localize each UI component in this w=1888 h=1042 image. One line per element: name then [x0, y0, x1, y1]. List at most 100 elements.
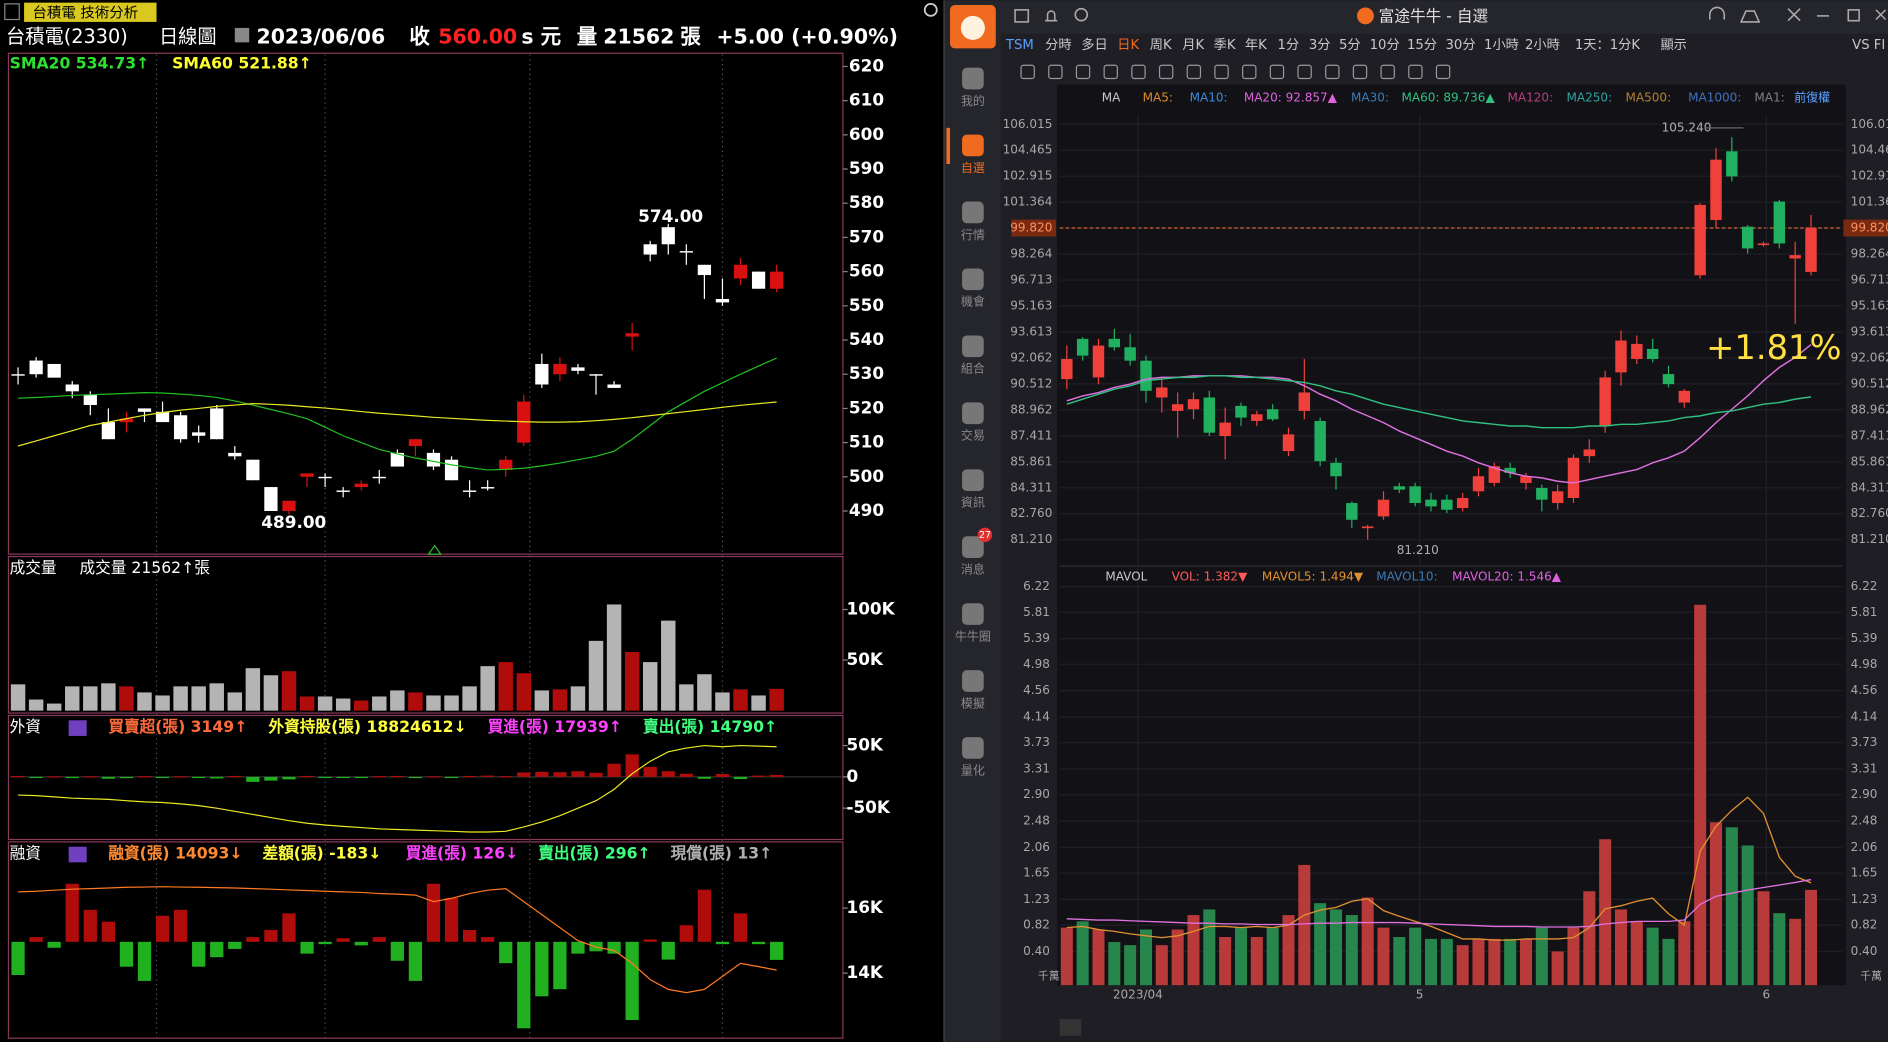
low-label: 81.210 — [1397, 543, 1439, 557]
margin-bar — [715, 941, 730, 945]
candle-body — [246, 459, 260, 481]
y-tick-label: 4.56 — [1023, 683, 1050, 697]
y-tick-label: 106.015 — [1851, 117, 1888, 131]
margin-menu-icon[interactable] — [68, 846, 87, 863]
margin-bar — [11, 941, 25, 976]
candle-body — [1298, 392, 1311, 411]
tool-icon — [1186, 64, 1202, 80]
candle-body — [625, 333, 639, 337]
y-tick-label: 6.22 — [1851, 579, 1878, 593]
volume-bar — [1709, 822, 1723, 986]
price-tag — [1011, 219, 1056, 237]
x-tick-label: 6 — [1763, 987, 1771, 1001]
sidebar-icon — [962, 536, 984, 558]
toolbar-item[interactable]: 多日 — [1081, 36, 1107, 53]
y-tick-label: 5.81 — [1851, 605, 1878, 619]
toolbar-item[interactable]: 季K — [1214, 37, 1236, 53]
margin-bar — [119, 941, 134, 967]
toolbar-item[interactable]: 1分 — [1278, 37, 1300, 53]
sidebar-icon — [962, 603, 984, 625]
foreign-menu-icon[interactable] — [68, 720, 87, 736]
volume-bar — [1773, 913, 1786, 986]
toolbar-item[interactable]: 5分 — [1339, 37, 1361, 53]
toolbar-item[interactable]: 年K — [1245, 37, 1267, 53]
toolbar-item[interactable]: VS FI — [1852, 38, 1885, 53]
foreign-bar — [246, 776, 260, 782]
volume-bar — [462, 686, 477, 711]
sidebar-icon — [962, 201, 984, 224]
sidebar-label: 行情 — [961, 228, 985, 242]
candle-body — [1377, 499, 1390, 517]
volume-bar — [516, 673, 531, 711]
toolbar-item[interactable]: 分時 — [1045, 37, 1071, 53]
foreign-bar — [47, 776, 61, 778]
candle-body — [65, 384, 79, 392]
volume-bar — [1472, 938, 1485, 986]
header-stock: 台積電(2330) — [6, 25, 128, 48]
volume-bar — [1804, 889, 1818, 986]
high-label: 574.00 — [638, 206, 703, 226]
foreign-bar — [119, 776, 134, 779]
header-unit: s 元 — [521, 25, 561, 49]
toolbar-item[interactable]: TSM — [1005, 38, 1034, 53]
candle-body — [408, 439, 423, 447]
search-icon[interactable] — [923, 2, 938, 17]
y-tick-label: 3.73 — [1851, 735, 1878, 749]
candle-body — [1251, 414, 1263, 421]
sidebar-icon — [962, 67, 984, 90]
candle-body — [1805, 228, 1817, 272]
price-tag — [1843, 219, 1888, 237]
volume-bar — [1266, 927, 1279, 986]
volume-bar — [1171, 929, 1184, 986]
toolbar-item[interactable]: 30分 — [1446, 37, 1476, 53]
more-button[interactable] — [1059, 1018, 1082, 1036]
volume-bar — [1583, 891, 1596, 986]
margin-bar — [751, 941, 766, 945]
tab-title[interactable]: 台積電 技術分析 — [33, 4, 139, 21]
panel-title: 融資 — [10, 843, 41, 862]
candle-body — [499, 459, 513, 470]
sidebar-label: 牛牛圈 — [955, 628, 991, 643]
period-dropdown[interactable] — [234, 27, 250, 43]
x-tick-label: 5 — [1416, 987, 1424, 1001]
y-tick-label: 93.613 — [1851, 324, 1888, 338]
tab-bg[interactable] — [24, 2, 157, 22]
toolbar-item[interactable]: 日K — [1117, 38, 1139, 53]
toolbar-item[interactable]: 周K — [1150, 38, 1172, 53]
volume-bar — [1219, 937, 1232, 986]
candle-body — [192, 432, 206, 436]
volume-bar — [155, 695, 170, 711]
volume-bar — [1519, 938, 1533, 986]
candle-body — [1488, 466, 1501, 483]
toolbar-item[interactable]: 月K — [1182, 38, 1204, 53]
toolbar-item[interactable]: 10分 — [1370, 37, 1400, 53]
candle-body — [1409, 486, 1421, 504]
candle-body — [1092, 345, 1105, 378]
margin-legend: 現償(張) 13↑ — [671, 843, 773, 862]
candle-body — [1076, 338, 1089, 356]
sidebar-label: 自選 — [961, 161, 985, 175]
toolbar-item[interactable]: 15分 — [1407, 37, 1437, 53]
top-icons[interactable] — [1014, 6, 1887, 23]
header-close: 560.00 — [438, 25, 517, 49]
toolbar-item[interactable]: 顯示 — [1660, 38, 1686, 53]
volume-bar — [570, 686, 586, 711]
y-tick-label: 550 — [849, 295, 884, 315]
volume-bar — [263, 675, 279, 711]
candle-body — [29, 360, 43, 375]
candle-body — [535, 363, 549, 385]
volume-bar — [227, 692, 243, 711]
toolbar-item[interactable]: 1小時 — [1484, 37, 1519, 53]
volume-bar — [46, 703, 62, 711]
y-tick-label: 14K — [846, 962, 883, 982]
toolbar-item[interactable]: 1天：1分K — [1575, 37, 1641, 53]
candle-body — [1662, 374, 1675, 385]
margin-bar — [426, 883, 441, 942]
price-panel — [7, 52, 844, 555]
toolbar-item[interactable]: 2小時 — [1525, 37, 1560, 53]
toolbar-item[interactable]: 3分 — [1309, 37, 1331, 53]
header-vol-unit: 張 — [680, 25, 701, 49]
foreign-bar — [679, 773, 693, 777]
volume-bar — [1234, 927, 1248, 986]
y-tick-label: 580 — [849, 192, 884, 212]
